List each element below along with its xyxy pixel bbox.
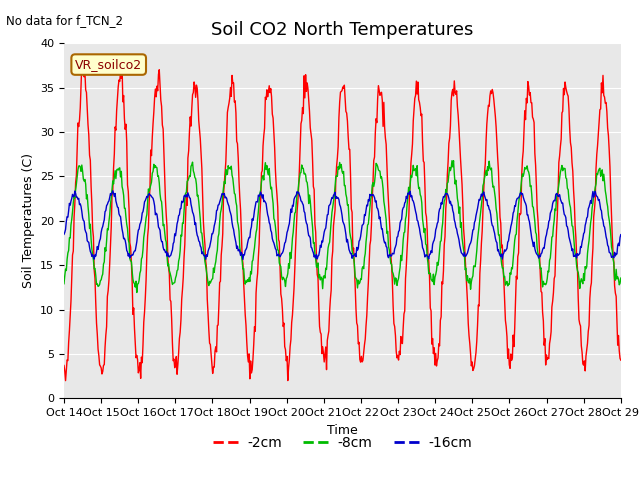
Text: No data for f_TCN_2: No data for f_TCN_2 [6,14,124,27]
Text: VR_soilco2: VR_soilco2 [75,58,142,71]
Y-axis label: Soil Temperatures (C): Soil Temperatures (C) [22,153,35,288]
Title: Soil CO2 North Temperatures: Soil CO2 North Temperatures [211,21,474,39]
Legend: -2cm, -8cm, -16cm: -2cm, -8cm, -16cm [207,430,477,456]
X-axis label: Time: Time [327,424,358,437]
